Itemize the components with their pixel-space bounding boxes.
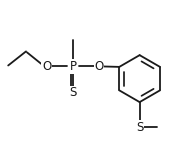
Text: S: S xyxy=(136,121,143,134)
Text: O: O xyxy=(42,60,51,73)
Text: P: P xyxy=(70,60,76,73)
Text: O: O xyxy=(95,60,104,73)
Text: S: S xyxy=(69,86,77,99)
